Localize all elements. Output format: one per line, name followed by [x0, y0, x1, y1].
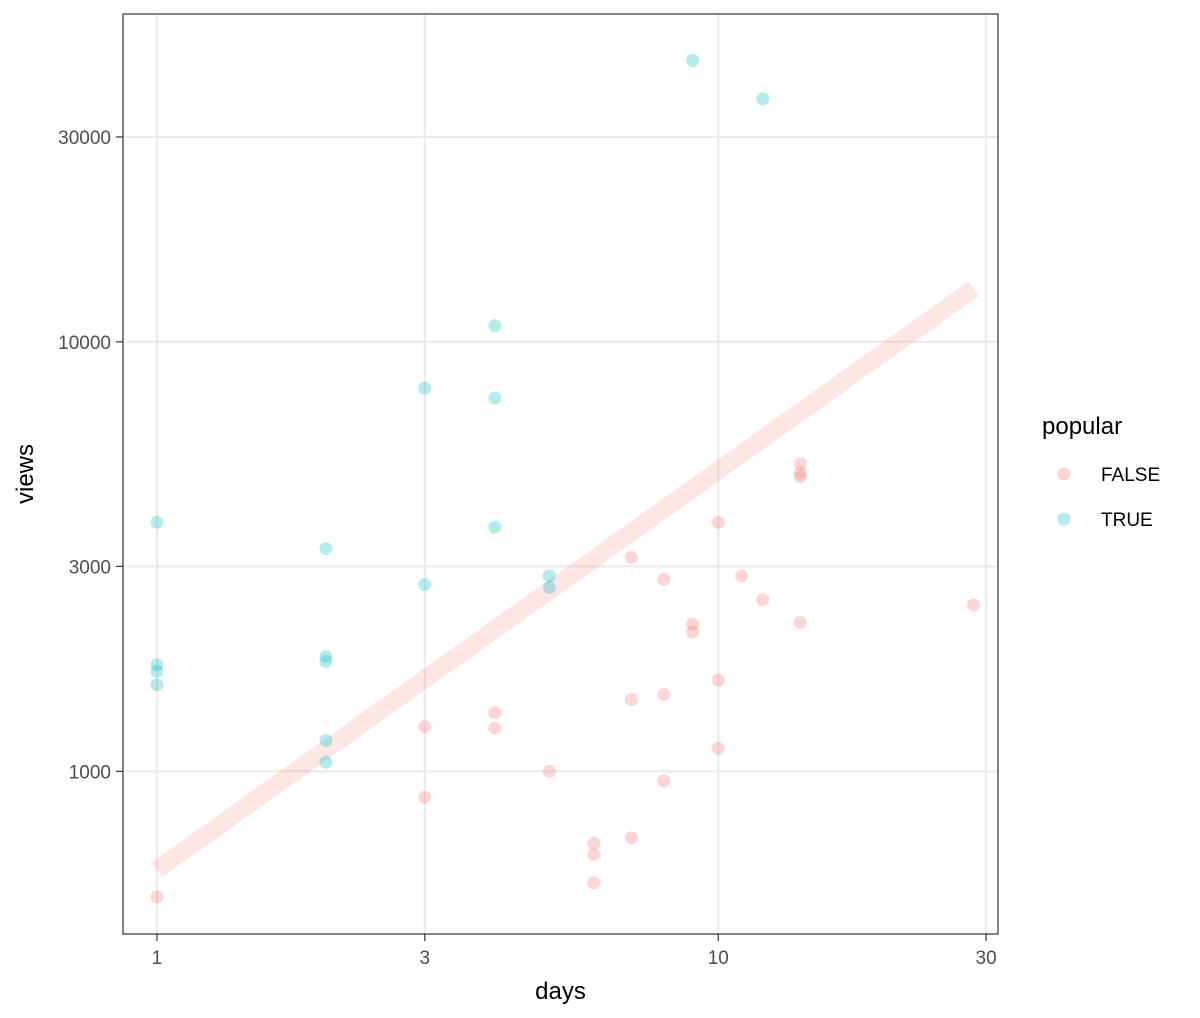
data-point-true [150, 664, 164, 678]
y-tick-label: 3000 [69, 557, 111, 578]
legend-title: popular [1042, 413, 1122, 440]
x-tick-label: 3 [419, 948, 430, 969]
data-point-false [542, 764, 556, 778]
legend-entries: FALSE TRUE [1057, 465, 1160, 531]
data-point-false [686, 617, 700, 631]
data-point-false [488, 721, 502, 735]
data-point-true [756, 92, 770, 106]
data-point-false [756, 593, 770, 607]
data-point-false [150, 890, 164, 904]
data-point-false [711, 742, 725, 756]
data-point-true [686, 54, 700, 68]
legend-key-false [1057, 467, 1071, 481]
data-point-true [150, 515, 164, 529]
panel-border [122, 13, 999, 935]
data-point-false [587, 836, 601, 850]
data-point-false [488, 706, 502, 720]
data-point-false [657, 572, 671, 586]
axes: 1 3 10 30 1000 3000 10000 30000 [58, 128, 997, 969]
data-point-true [319, 655, 333, 669]
data-point-false [793, 466, 807, 480]
data-point-true [418, 578, 432, 592]
data-point-true [319, 733, 333, 747]
grid-lines [123, 14, 998, 934]
data-point-false [418, 790, 432, 804]
y-tick-label: 1000 [69, 762, 111, 783]
trend-line-layer [151, 281, 979, 878]
x-tick-label: 1 [152, 948, 163, 969]
data-point-false [793, 616, 807, 630]
legend-label-false: FALSE [1101, 465, 1160, 486]
data-point-true [319, 542, 333, 556]
data-point-false [657, 687, 671, 701]
data-point-false [624, 550, 638, 564]
data-point-false [657, 774, 671, 788]
data-point-false [418, 720, 432, 734]
data-point-true [418, 381, 432, 395]
data-point-true [319, 755, 333, 769]
data-point-true [488, 520, 502, 534]
data-point-false [587, 876, 601, 890]
data-point-false [624, 692, 638, 706]
data-point-true [319, 650, 333, 664]
y-axis-title: views [12, 444, 39, 504]
x-axis-title: days [535, 978, 586, 1005]
trend-line [151, 281, 979, 878]
data-point-false [967, 598, 981, 612]
data-points [150, 54, 981, 904]
x-tick-label: 30 [976, 948, 997, 969]
y-tick-label: 10000 [58, 333, 111, 354]
data-point-false [686, 625, 700, 639]
data-point-true [488, 319, 502, 333]
legend-key-true [1057, 512, 1071, 526]
data-point-false [624, 831, 638, 845]
data-point-false [735, 569, 749, 583]
data-point-false [793, 470, 807, 484]
x-tick-label: 10 [708, 948, 729, 969]
data-point-false [587, 848, 601, 862]
data-point-true [542, 580, 556, 594]
data-point-false [711, 515, 725, 529]
data-point-true [488, 391, 502, 405]
data-point-true [542, 569, 556, 583]
y-tick-label: 30000 [58, 128, 111, 149]
data-point-true [150, 658, 164, 672]
data-point-true [150, 678, 164, 692]
data-point-false [711, 673, 725, 687]
data-point-false [793, 457, 807, 471]
legend: popular FALSE TRUE [1042, 413, 1160, 531]
legend-label-true: TRUE [1101, 510, 1153, 531]
